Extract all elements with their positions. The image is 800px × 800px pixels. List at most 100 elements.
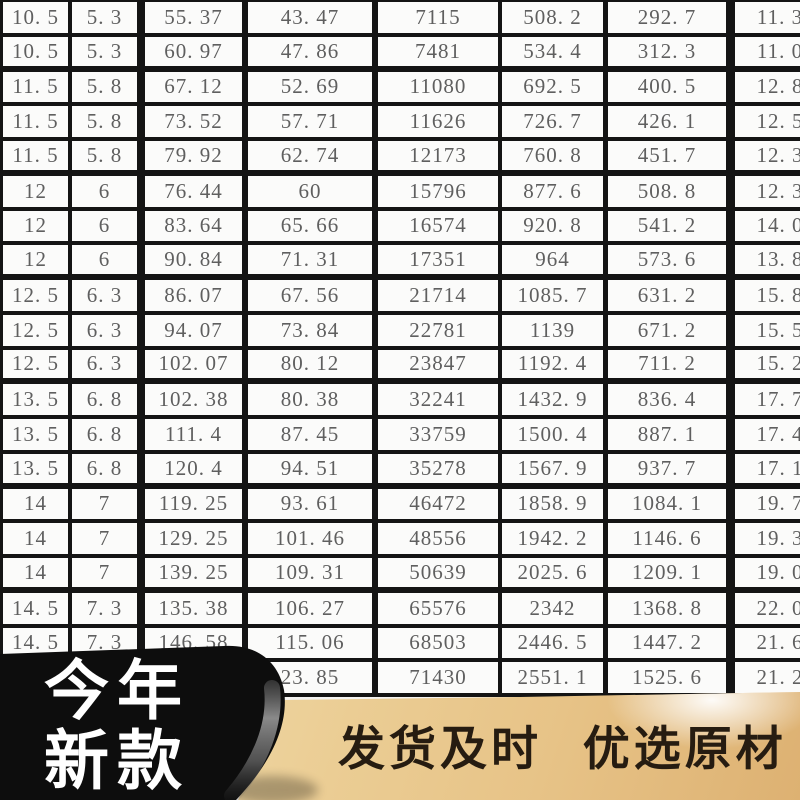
table-cell-r1-c4: 43. 47 [248, 2, 378, 37]
table-cell-r7-c2: 6 [72, 210, 145, 246]
table-cell-r10-c8: 15. 5 [735, 314, 800, 350]
table-cell-r13-c2: 6. 8 [72, 419, 145, 454]
table-cell-r2-c8: 11. 0 [735, 36, 800, 72]
table-cell-r16-c6: 1942. 2 [502, 523, 608, 558]
table-cell-r1-c2: 5. 3 [72, 2, 145, 37]
table-cell-r10-c1: 12. 5 [3, 314, 72, 350]
table-cell-r12-c3: 102. 38 [145, 384, 248, 419]
table-cell-r18-c3: 135. 38 [145, 592, 248, 628]
table-cell-r5-c1: 11. 5 [3, 141, 72, 176]
table-cell-r3-c8: 12. 8 [735, 71, 800, 107]
table-cell-r18-c7: 1368. 8 [608, 592, 735, 628]
table-cell-r10-c2: 6. 3 [72, 314, 145, 350]
table-cell-r14-c7: 937. 7 [608, 453, 735, 489]
table-cell-r2-c4: 47. 86 [248, 36, 378, 72]
table-cell-r16-c1: 14 [3, 523, 72, 558]
table-cell-r10-c5: 22781 [378, 314, 502, 350]
table-cell-r8-c2: 6 [72, 245, 145, 280]
ribbon-curl-highlight [224, 680, 281, 800]
table-cell-r19-c5: 68503 [378, 627, 502, 663]
table-cell-r6-c1: 12 [3, 175, 72, 211]
table-cell-r19-c7: 1447. 2 [608, 627, 735, 663]
table-cell-r9-c1: 12. 5 [3, 280, 72, 315]
table-cell-r6-c3: 76. 44 [145, 175, 248, 211]
table-cell-r17-c3: 139. 25 [145, 558, 248, 593]
table-cell-r12-c7: 836. 4 [608, 384, 735, 419]
table-cell-r14-c5: 35278 [378, 453, 502, 489]
table-cell-r5-c8: 12. 3 [735, 141, 800, 176]
table-cell-r15-c6: 1858. 9 [502, 488, 608, 524]
table-cell-r9-c3: 86. 07 [145, 280, 248, 315]
table-cell-r1-c3: 55. 37 [145, 2, 248, 37]
table-cell-r4-c3: 73. 52 [145, 106, 248, 141]
table-cell-r13-c4: 87. 45 [248, 419, 378, 454]
table-cell-r11-c6: 1192. 4 [502, 349, 608, 385]
table-cell-r13-c6: 1500. 4 [502, 419, 608, 454]
table-cell-r13-c7: 887. 1 [608, 419, 735, 454]
table-cell-r17-c8: 19. 0 [735, 558, 800, 593]
table-cell-r15-c7: 1084. 1 [608, 488, 735, 524]
table-cell-r4-c1: 11. 5 [3, 106, 72, 141]
table-cell-r14-c6: 1567. 9 [502, 453, 608, 489]
table-cell-r10-c4: 73. 84 [248, 314, 378, 350]
table-cell-r16-c5: 48556 [378, 523, 502, 558]
table-cell-r2-c6: 534. 4 [502, 36, 608, 72]
table-cell-r3-c2: 5. 8 [72, 71, 145, 107]
spec-table: 10. 5 5. 3 55. 37 43. 47 7115 508. 2 292. 7 11.… [0, 0, 800, 697]
table-cell-r11-c4: 80. 12 [248, 349, 378, 385]
table-cell-r7-c4: 65. 66 [248, 210, 378, 246]
table-cell-r4-c5: 11626 [378, 106, 502, 141]
table-cell-r9-c6: 1085. 7 [502, 280, 608, 315]
table-cell-r6-c4: 60 [248, 175, 378, 211]
table-cell-r15-c4: 93. 61 [248, 488, 378, 524]
table-cell-r13-c8: 17. 4 [735, 419, 800, 454]
table-cell-r16-c3: 129. 25 [145, 523, 248, 558]
table-cell-r12-c1: 13. 5 [3, 384, 72, 419]
table-cell-r5-c2: 5. 8 [72, 141, 145, 176]
table-cell-r13-c1: 13. 5 [3, 419, 72, 454]
table-cell-r10-c6: 1139 [502, 314, 608, 350]
table-cell-r16-c4: 101. 46 [248, 523, 378, 558]
table-cell-r11-c1: 12. 5 [3, 349, 72, 385]
table-cell-r15-c1: 14 [3, 488, 72, 524]
table-cell-r1-c6: 508. 2 [502, 2, 608, 37]
table-cell-r15-c3: 119. 25 [145, 488, 248, 524]
table-cell-r17-c1: 14 [3, 558, 72, 593]
table-cell-r1-c5: 7115 [378, 2, 502, 37]
table-cell-r14-c4: 94. 51 [248, 453, 378, 489]
table-cell-r5-c6: 760. 8 [502, 141, 608, 176]
table-cell-r19-c4: 115. 06 [248, 627, 378, 663]
table-cell-r20-c5: 71430 [378, 662, 502, 697]
table-cell-r8-c8: 13. 8 [735, 245, 800, 280]
table-cell-r9-c4: 67. 56 [248, 280, 378, 315]
table-cell-r8-c6: 964 [502, 245, 608, 280]
table-cell-r8-c5: 17351 [378, 245, 502, 280]
table-cell-r11-c3: 102. 07 [145, 349, 248, 385]
table-cell-r4-c8: 12. 5 [735, 106, 800, 141]
table-cell-r6-c7: 508. 8 [608, 175, 735, 211]
table-cell-r14-c2: 6. 8 [72, 453, 145, 489]
table-cell-r2-c7: 312. 3 [608, 36, 735, 72]
table-cell-r17-c4: 109. 31 [248, 558, 378, 593]
table-cell-r9-c5: 21714 [378, 280, 502, 315]
table-cell-r18-c8: 22. 0 [735, 592, 800, 628]
table-cell-r8-c7: 573. 6 [608, 245, 735, 280]
table-cell-r11-c8: 15. 2 [735, 349, 800, 385]
table-cell-r4-c7: 426. 1 [608, 106, 735, 141]
table-cell-r2-c5: 7481 [378, 36, 502, 72]
table-cell-r4-c4: 57. 71 [248, 106, 378, 141]
table-cell-r1-c8: 11. 3 [735, 2, 800, 37]
table-cell-r4-c6: 726. 7 [502, 106, 608, 141]
table-cell-r3-c1: 11. 5 [3, 71, 72, 107]
table-cell-r1-c7: 292. 7 [608, 2, 735, 37]
table-cell-r6-c2: 6 [72, 175, 145, 211]
table-cell-r20-c7: 1525. 6 [608, 662, 735, 697]
table-cell-r12-c4: 80. 38 [248, 384, 378, 419]
table-cell-r14-c3: 120. 4 [145, 453, 248, 489]
table-cell-r11-c5: 23847 [378, 349, 502, 385]
table-cell-r3-c4: 52. 69 [248, 71, 378, 107]
table-cell-r19-c8: 21. 6 [735, 627, 800, 663]
